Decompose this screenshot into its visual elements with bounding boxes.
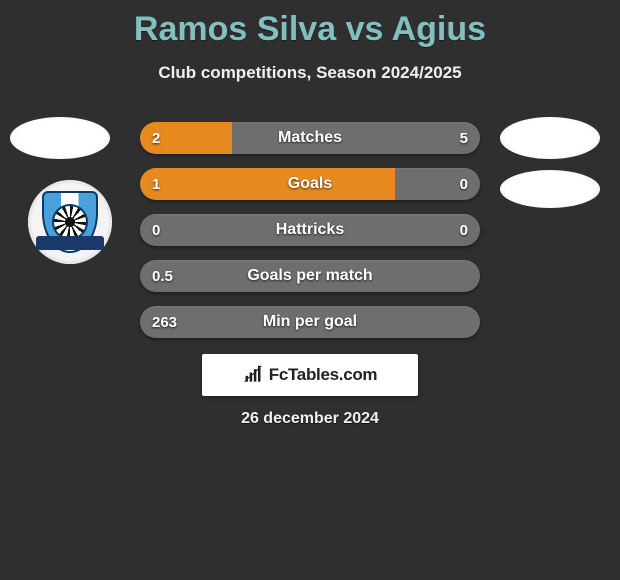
stat-row: 10Goals [140,168,480,200]
club-band [36,236,104,250]
stat-left-value: 2 [152,122,176,154]
stat-right-value: 0 [444,168,468,200]
date-line: 26 december 2024 [0,410,620,428]
stat-right-value: 0 [444,214,468,246]
stat-left-value: 0 [152,214,176,246]
stat-row: 0.5Goals per match [140,260,480,292]
subtitle: Club competitions, Season 2024/2025 [0,63,620,83]
stat-right-value: 5 [444,122,468,154]
page-title: Ramos Silva vs Agius [0,0,620,49]
stat-left-value: 263 [152,306,177,338]
stat-row: 25Matches [140,122,480,154]
stat-label: Hattricks [140,214,480,246]
brand-text: FcTables.com [269,365,378,385]
stat-label: Min per goal [140,306,480,338]
comparison-bars: 25Matches10Goals00Hattricks0.5Goals per … [140,122,480,338]
player1-club-badge [28,180,112,264]
brand-badge: FcTables.com [202,354,418,396]
stat-row: 263Min per goal [140,306,480,338]
stat-right-value [444,306,468,338]
bar-chart-icon [243,365,263,385]
player1-avatar-placeholder [10,117,110,159]
stat-bar-left-fill [140,168,395,200]
player2-avatar-placeholder [500,117,600,159]
player1-name: Ramos Silva [134,10,336,48]
player2-name: Agius [392,10,486,48]
stat-left-value: 0.5 [152,260,176,292]
player2-club-placeholder [500,170,600,208]
stat-left-value: 1 [152,168,176,200]
stat-row: 0 0Hattricks [140,214,480,246]
vs-label: vs [346,10,384,48]
stat-right-value [444,260,468,292]
stat-label: Goals per match [140,260,480,292]
